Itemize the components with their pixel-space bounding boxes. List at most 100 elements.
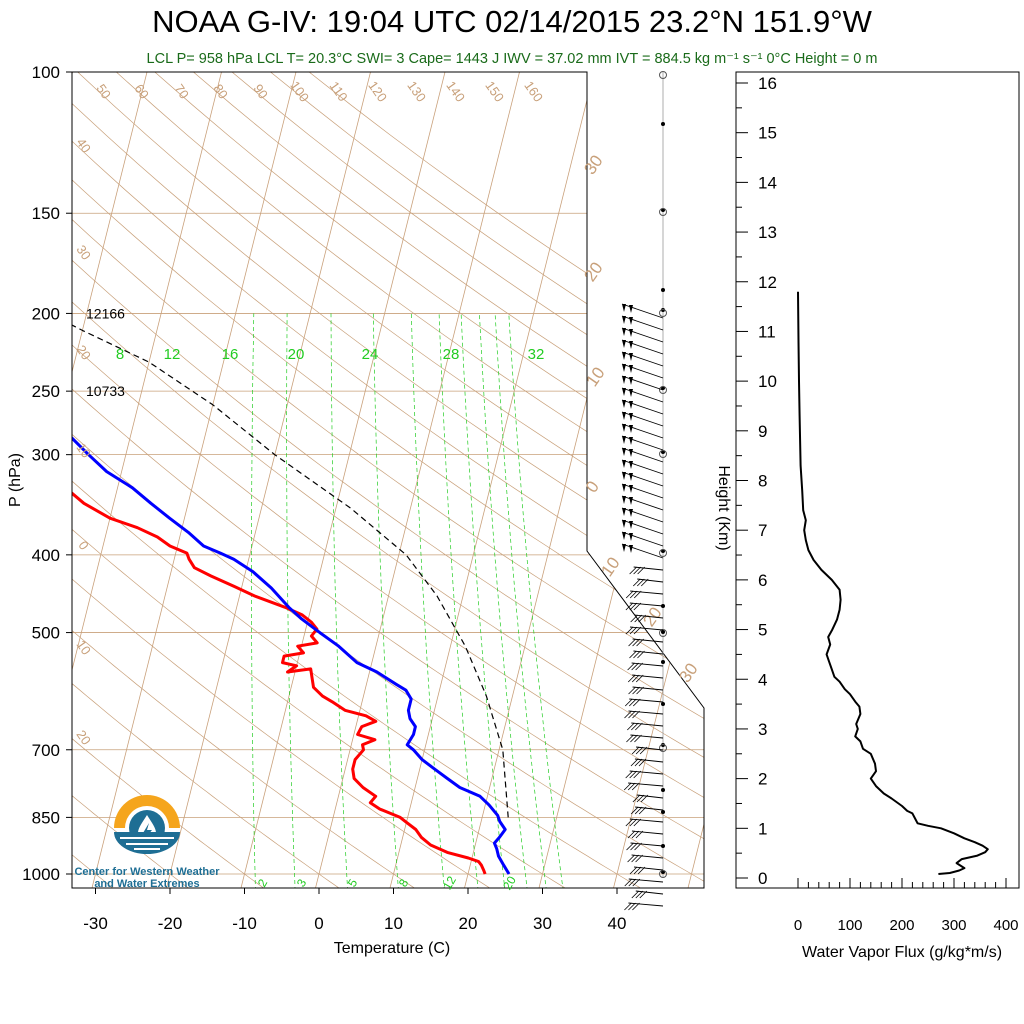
mixing-ratio-label: 24 xyxy=(362,346,379,363)
isotherm-line xyxy=(762,35,976,891)
isotherm-right-label: 20 xyxy=(580,259,606,285)
barb-flag-icon xyxy=(629,353,633,361)
background-lines xyxy=(0,35,1024,891)
wind-barb-icon xyxy=(622,388,663,402)
dry-adiabat-line xyxy=(189,35,1024,891)
barb-feather-icon xyxy=(633,579,640,586)
barb-feather-icon xyxy=(628,831,635,838)
mixing-ratio-label: 16 xyxy=(222,346,239,363)
dry-adiabat-line xyxy=(0,35,570,891)
flux-y-tick-label: 2 xyxy=(758,770,767,789)
barb-feather-icon xyxy=(632,831,639,838)
dry-adiabat-label: 50 xyxy=(93,81,114,101)
barb-feather-icon xyxy=(631,807,638,814)
mixing-ratio-line xyxy=(373,313,398,891)
barb-feather-icon xyxy=(634,567,641,574)
mixing-ratio-label: 20 xyxy=(500,873,519,892)
y-tick-label: 1000 xyxy=(22,865,60,884)
barb-flag-icon xyxy=(629,533,633,541)
wind-level-dot xyxy=(661,288,665,292)
barb-flag-icon xyxy=(622,484,626,492)
barb-feather-icon xyxy=(630,591,637,598)
barb-feather-icon xyxy=(631,723,638,730)
barb-feather-icon xyxy=(629,699,636,706)
barb-feather-icon xyxy=(630,735,637,742)
barb-flag-icon xyxy=(629,365,633,373)
flux-y-tick-label: 13 xyxy=(758,223,777,242)
barb-feather-icon xyxy=(626,591,633,598)
flux-y-tick-label: 11 xyxy=(758,322,776,341)
barb-flag-icon xyxy=(622,340,626,348)
dry-adiabat-label: 120 xyxy=(365,78,390,104)
barb-flag-icon xyxy=(622,352,626,360)
barb-feather-icon xyxy=(630,567,637,574)
dry-adiabat-label: 100 xyxy=(287,78,312,104)
dry-adiabat-line xyxy=(0,35,1023,891)
barb-flag-icon xyxy=(622,316,626,324)
mixing-ratio-label: 12 xyxy=(164,346,181,363)
flux-x-tick-label: 300 xyxy=(941,917,966,934)
barb-feather-icon xyxy=(629,711,636,718)
flux-x-tick-label: 200 xyxy=(889,917,914,934)
barb-feather-icon xyxy=(632,855,639,862)
wind-level-dot xyxy=(661,810,665,814)
barb-flag-icon xyxy=(622,376,626,384)
barb-flag-icon xyxy=(622,496,626,504)
wind-barb-icon xyxy=(622,508,663,522)
wind-level-dot xyxy=(661,788,665,792)
barb-feather-icon xyxy=(628,855,635,862)
dry-adiabat-line xyxy=(0,35,948,891)
barb-feather-icon xyxy=(628,783,635,790)
wind-level-dot xyxy=(661,122,665,126)
barb-feather-icon xyxy=(630,771,637,778)
isotherm-left-label: 10 xyxy=(73,637,94,657)
wind-level-dot xyxy=(661,702,665,706)
flux-x-tick-label: 0 xyxy=(794,917,802,934)
wind-barb-icon xyxy=(622,544,663,558)
dry-adiabat-label: 130 xyxy=(404,78,429,104)
barb-feather-icon xyxy=(625,699,632,706)
isotherm-right-label: 10 xyxy=(582,364,608,390)
barb-feather-icon xyxy=(624,903,631,910)
barb-feather-icon xyxy=(628,663,635,670)
x-tick-label: 40 xyxy=(608,914,627,933)
barb-flag-icon xyxy=(622,448,626,456)
barb-flag-icon xyxy=(622,532,626,540)
wind-barb-icon xyxy=(622,352,663,366)
dry-adiabat-line xyxy=(0,35,1024,891)
y-tick-label: 200 xyxy=(32,304,60,323)
flux-frame xyxy=(736,72,1019,888)
flux-chart: 0123456789101112131415160 100 200 300 400Wat… xyxy=(715,72,1019,961)
barb-flag-icon xyxy=(622,460,626,468)
barb-feather-icon xyxy=(635,807,642,814)
barb-flag-icon xyxy=(629,341,633,349)
wind-barbs xyxy=(622,72,667,911)
height-label: 10733 xyxy=(86,383,125,399)
barb-feather-icon xyxy=(626,735,633,742)
barb-flag-icon xyxy=(629,485,633,493)
barb-flag-icon xyxy=(622,436,626,444)
y-tick-label: 300 xyxy=(32,446,60,465)
flux-y-tick-label: 16 xyxy=(758,74,777,93)
barb-feather-icon xyxy=(630,603,637,610)
barb-flag-icon xyxy=(622,364,626,372)
barb-feather-icon xyxy=(629,639,636,646)
wind-barb-icon xyxy=(622,496,663,510)
y-axis-title: P (hPa) xyxy=(7,453,24,507)
barb-feather-icon xyxy=(635,759,642,766)
flux-y-tick-label: 7 xyxy=(758,521,767,540)
isotherm-line xyxy=(687,35,901,891)
barb-flag-icon xyxy=(622,520,626,528)
barb-feather-icon xyxy=(632,747,639,754)
barb-flag-icon xyxy=(629,389,633,397)
isotherm-left-label: 0 xyxy=(75,538,91,553)
flux-y-tick-label: 10 xyxy=(758,372,777,391)
dry-adiabat-label: 60 xyxy=(131,81,152,101)
wind-barb-icon xyxy=(622,472,663,486)
wind-barb-icon xyxy=(622,448,663,462)
wind-barb-icon xyxy=(622,400,663,414)
mixing-ratio-label: 3 xyxy=(294,876,310,889)
wind-barb-icon xyxy=(622,520,663,534)
y-tick-label: 250 xyxy=(32,382,60,401)
dry-adiabat-label: 90 xyxy=(250,81,271,101)
